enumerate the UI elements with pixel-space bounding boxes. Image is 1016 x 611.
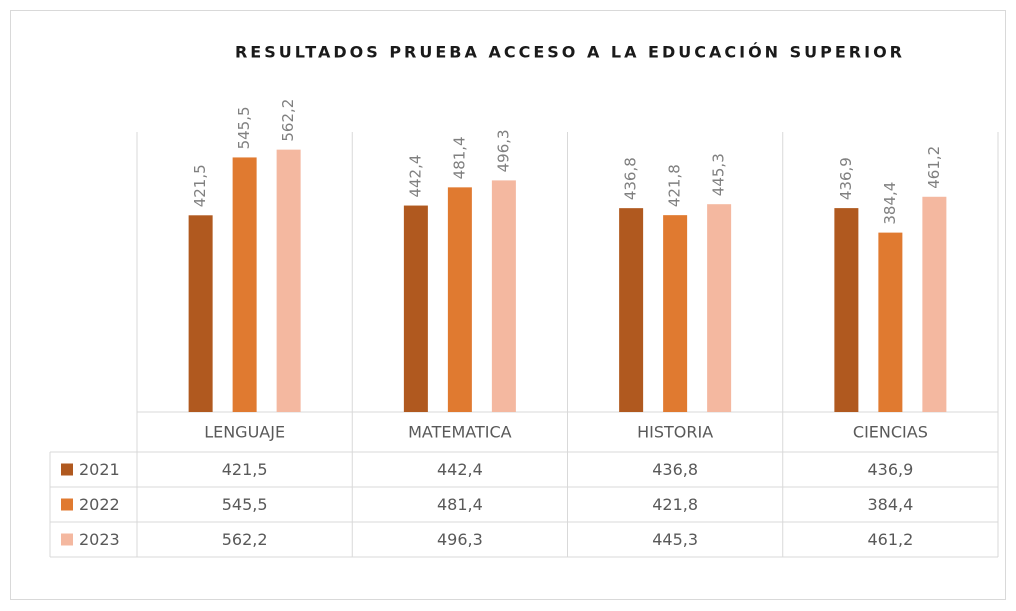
data-label: 545,5 <box>235 106 253 149</box>
table-cell: 436,8 <box>652 460 698 479</box>
table-cell: 461,2 <box>867 530 913 549</box>
bar <box>188 215 213 412</box>
x-tick-label: LENGUAJE <box>204 423 285 442</box>
bar <box>232 157 257 412</box>
x-tick-label: MATEMATICA <box>408 423 512 442</box>
legend-label: 2022 <box>79 495 120 514</box>
table-cell: 384,4 <box>867 495 913 514</box>
bar <box>834 208 859 412</box>
legend-swatch <box>61 463 73 476</box>
bar <box>403 205 428 412</box>
bar <box>276 149 301 412</box>
data-label: 562,2 <box>279 99 297 142</box>
bar <box>878 232 903 412</box>
x-tick-label: CIENCIAS <box>853 423 928 442</box>
table-cell: 421,8 <box>652 495 698 514</box>
data-label: 496,3 <box>494 129 512 172</box>
bar <box>491 180 516 412</box>
data-label: 442,4 <box>406 155 424 198</box>
bar <box>447 187 472 412</box>
data-label: 445,3 <box>710 153 728 196</box>
data-label: 421,5 <box>191 164 209 207</box>
table-cell: 562,2 <box>222 530 268 549</box>
chart-title: RESULTADOS PRUEBA ACCESO A LA EDUCACIÓN … <box>235 43 905 62</box>
data-label: 436,9 <box>837 157 855 200</box>
legend-label: 2023 <box>79 530 120 549</box>
data-label: 421,8 <box>666 164 684 207</box>
data-label: 461,2 <box>925 146 943 189</box>
table-cell: 436,9 <box>867 460 913 479</box>
table-cell: 421,5 <box>222 460 268 479</box>
bar <box>619 208 644 412</box>
data-label: 481,4 <box>450 136 468 179</box>
bar <box>922 196 947 412</box>
data-label: 384,4 <box>881 182 899 225</box>
data-label: 436,8 <box>622 157 640 200</box>
bar <box>707 204 732 412</box>
legend-label: 2021 <box>79 460 120 479</box>
bar <box>663 215 688 412</box>
x-tick-label: HISTORIA <box>637 423 713 442</box>
table-cell: 442,4 <box>437 460 483 479</box>
legend-swatch <box>61 533 73 546</box>
table-cell: 496,3 <box>437 530 483 549</box>
table-cell: 481,4 <box>437 495 483 514</box>
table-cell: 445,3 <box>652 530 698 549</box>
table-cell: 545,5 <box>222 495 268 514</box>
legend-swatch <box>61 498 73 511</box>
